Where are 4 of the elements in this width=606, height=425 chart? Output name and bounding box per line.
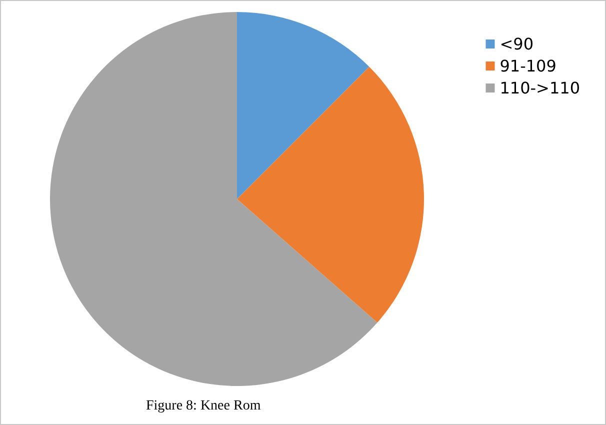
- text: Figure 8: Knee Rom: [146, 398, 261, 414]
- legend-label: 91-109: [500, 56, 556, 76]
- legend-label: <90: [500, 34, 534, 54]
- legend-label: 110->110: [500, 78, 580, 98]
